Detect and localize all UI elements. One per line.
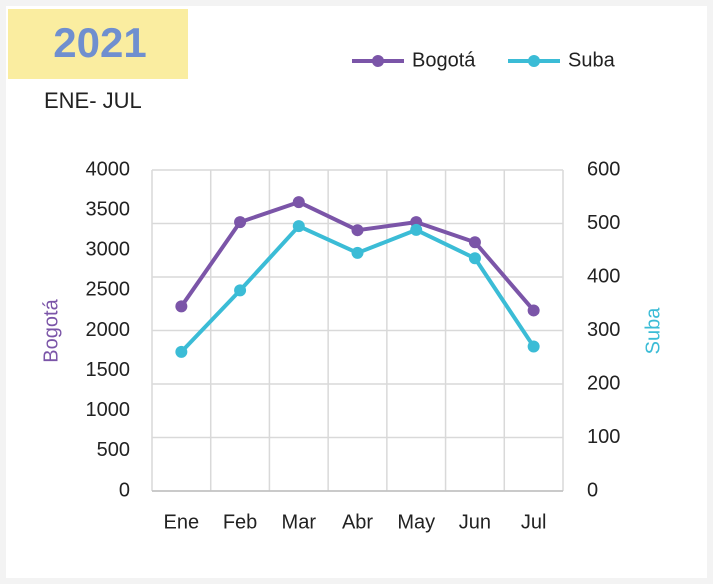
y-tick-label: 3000 [86,239,131,261]
legend-label: Suba [568,49,616,71]
y-tick-label: 1500 [86,359,131,381]
y2-tick-label: 400 [587,265,620,287]
y2-tick-label: 300 [587,319,620,341]
y2-tick-label: 600 [587,158,620,180]
y2-tick-label: 500 [587,212,620,234]
y-tick-label: 2500 [86,279,131,301]
y2-tick-label: 100 [587,426,620,448]
y-tick-label: 4000 [86,158,131,180]
panel [6,6,707,578]
y-tick-label: 2000 [86,319,131,341]
legend-label: Bogotá [412,49,476,71]
x-tick-label: Jul [521,511,547,533]
data-point [292,196,305,209]
x-tick-label: Ene [164,511,200,533]
y2-axis-label: Suba [642,307,664,355]
data-point [175,300,188,313]
legend-marker [372,55,384,67]
y-tick-label: 1000 [86,399,131,421]
data-point [468,252,481,265]
y-tick-label: 0 [119,479,130,501]
data-point [527,340,540,353]
x-tick-label: Jun [459,511,491,533]
x-tick-label: May [397,511,435,533]
y-axis-label: Bogotá [40,298,62,362]
chart-title: 2021 [53,19,146,66]
data-point [351,224,364,237]
data-point [175,345,188,358]
data-point [468,236,481,249]
title-box [8,9,188,79]
data-point [234,284,247,297]
data-point [292,220,305,233]
x-tick-label: Abr [342,511,373,533]
y2-tick-label: 0 [587,479,598,501]
y-tick-label: 500 [97,439,130,461]
data-point [234,216,247,229]
data-point [527,304,540,317]
chart-subtitle: ENE- JUL [44,88,142,113]
legend-marker [528,55,540,67]
data-point [351,246,364,259]
x-tick-label: Mar [282,511,317,533]
x-tick-label: Feb [223,511,257,533]
y2-tick-label: 200 [587,372,620,394]
data-point [410,223,423,236]
y-tick-label: 3500 [86,198,131,220]
